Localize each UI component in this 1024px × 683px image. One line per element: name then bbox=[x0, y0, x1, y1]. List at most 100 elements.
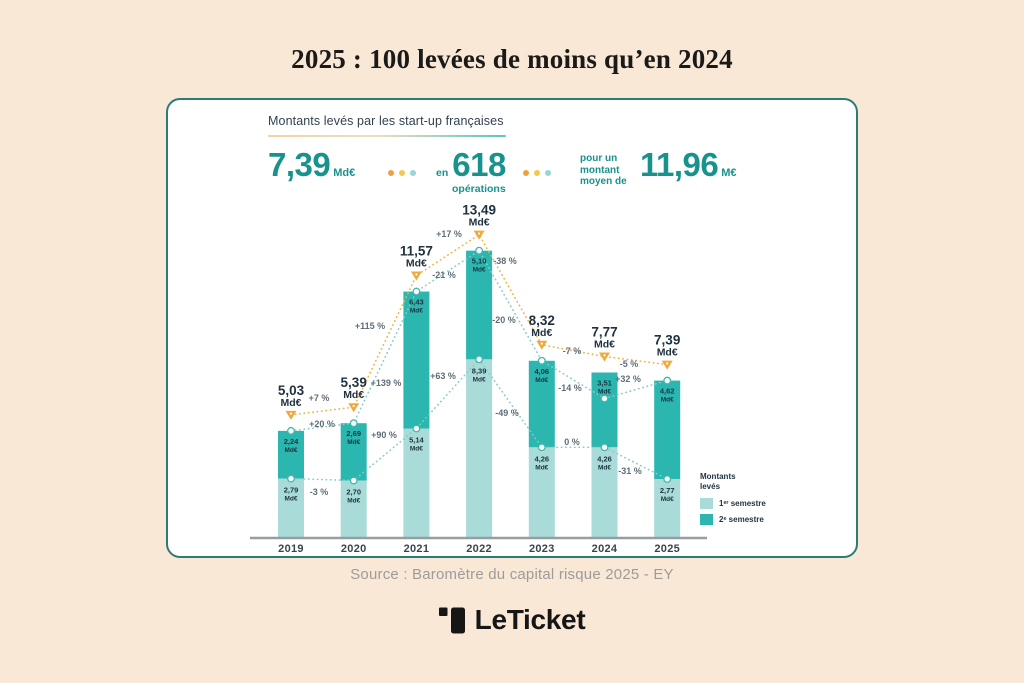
chart-legend: Montants levés 1ᵉʳ semestre 2ᵉ semestre bbox=[700, 472, 830, 530]
stat-average-prefix: pour un montant moyen de bbox=[580, 153, 627, 187]
total-label-2025-unit: Md€ bbox=[657, 347, 678, 359]
bar-2022-sem2 bbox=[466, 250, 493, 360]
stat-total-raised-unit: Md€ bbox=[333, 167, 356, 179]
stat-operations-prefix: en bbox=[436, 167, 449, 179]
bar-2025-sem2 bbox=[654, 380, 681, 479]
separator-dot bbox=[410, 170, 416, 176]
line-marker-sem2-2021 bbox=[412, 287, 421, 296]
separator-dot bbox=[388, 170, 394, 176]
year-label-2021: 2021 bbox=[404, 543, 430, 555]
legend-swatch-2 bbox=[700, 514, 713, 525]
label-sem2-2019-unit: Md€ bbox=[285, 447, 298, 454]
line-marker-sem1-2019 bbox=[287, 474, 295, 483]
year-label-2019: 2019 bbox=[278, 543, 304, 555]
pct-sem1-1: +90 % bbox=[371, 430, 397, 440]
bar-2025-sem1 bbox=[654, 478, 681, 538]
total-label-2021-value: 11,57 bbox=[400, 244, 433, 259]
label-sem2-2022-value: 5,10 bbox=[472, 257, 487, 266]
year-label-2024: 2024 bbox=[592, 543, 618, 555]
bar-2019-sem1 bbox=[278, 478, 304, 538]
leticket-logo: LeTicket bbox=[0, 604, 1024, 636]
separator-dot bbox=[545, 170, 551, 176]
legend-title: Montants levés bbox=[700, 472, 736, 491]
separator-dots-2 bbox=[523, 170, 551, 176]
total-label-2019-value: 5,03 bbox=[278, 383, 305, 398]
total-label-2020-value: 5,39 bbox=[341, 375, 367, 390]
label-sem2-2023-unit: Md€ bbox=[535, 377, 548, 384]
year-label-2023: 2023 bbox=[529, 543, 555, 555]
total-label-2021-unit: Md€ bbox=[406, 258, 427, 270]
pct-total-3: -38 % bbox=[493, 256, 517, 266]
label-sem2-2024-value: 3,51 bbox=[597, 378, 612, 387]
label-sem1-2023-value: 4,26 bbox=[534, 454, 549, 463]
chart-svg: 2,24Md€2,79Md€2,69Md€2,70Md€6,43Md€5,14M… bbox=[250, 203, 707, 555]
pct-sem1-4: 0 % bbox=[564, 437, 580, 447]
line-marker-sem1-2023 bbox=[537, 443, 546, 452]
line-marker-sem1-2024 bbox=[600, 443, 609, 452]
pct-sem2-4: -14 % bbox=[558, 383, 582, 393]
bar-2020-sem2 bbox=[340, 423, 367, 481]
legend-item-1: 1ᵉʳ semestre bbox=[700, 498, 830, 509]
legend-swatch-1 bbox=[700, 498, 713, 509]
separator-dot bbox=[523, 170, 529, 176]
pct-total-4: -7 % bbox=[563, 346, 582, 356]
label-sem1-2022-unit: Md€ bbox=[473, 376, 486, 383]
total-label-2019-unit: Md€ bbox=[281, 397, 302, 409]
total-marker-2021 bbox=[410, 271, 422, 281]
legend-label-1: 1ᵉʳ semestre bbox=[719, 499, 766, 508]
label-sem1-2022-value: 8,39 bbox=[472, 366, 487, 375]
total-label-2023-unit: Md€ bbox=[531, 327, 552, 339]
stat-average-value: 11,96 bbox=[640, 146, 719, 183]
bar-2020-sem1 bbox=[340, 480, 367, 538]
total-label-2022-unit: Md€ bbox=[469, 217, 490, 229]
total-marker-2020 bbox=[348, 403, 360, 413]
pct-sem1-2: +63 % bbox=[430, 371, 456, 381]
total-label-2025-value: 7,39 bbox=[654, 333, 680, 348]
total-marker-2025 bbox=[661, 360, 673, 370]
page-title: 2025 : 100 levées de moins qu’en 2024 bbox=[291, 44, 733, 74]
total-marker-2023 bbox=[536, 340, 548, 350]
total-marker-dot-2021 bbox=[415, 273, 418, 276]
legend-item-2: 2ᵉ semestre bbox=[700, 514, 830, 525]
line-marker-sem1-2020 bbox=[349, 476, 358, 485]
total-marker-2019 bbox=[285, 410, 297, 420]
label-sem1-2024-unit: Md€ bbox=[598, 464, 611, 471]
separator-dot bbox=[534, 170, 540, 176]
pct-sem2-5: +32 % bbox=[615, 374, 641, 384]
stat-total-raised-value: 7,39 bbox=[268, 146, 331, 183]
pct-total-2: +17 % bbox=[436, 229, 462, 239]
label-sem2-2020-value: 2,69 bbox=[346, 429, 361, 438]
bar-2024-sem2 bbox=[591, 372, 618, 448]
separator-dots-1 bbox=[388, 170, 416, 176]
line-marker-sem2-2024 bbox=[600, 394, 609, 403]
label-sem1-2021-unit: Md€ bbox=[410, 446, 423, 453]
pct-sem2-2: -21 % bbox=[432, 270, 456, 280]
pct-total-1: +115 % bbox=[355, 321, 385, 331]
total-label-2022-value: 13,49 bbox=[462, 203, 496, 218]
stat-total-raised: 7,39 Md€ bbox=[268, 148, 355, 182]
label-sem1-2020-value: 2,70 bbox=[346, 487, 361, 496]
separator-dot bbox=[399, 170, 405, 176]
line-marker-sem1-2021 bbox=[412, 424, 421, 433]
pct-sem2-0: +20 % bbox=[309, 419, 335, 429]
label-sem2-2022-unit: Md€ bbox=[473, 267, 486, 274]
pct-sem2-1: +139 % bbox=[371, 378, 402, 388]
total-marker-dot-2020 bbox=[352, 404, 355, 408]
bar-2024-sem1 bbox=[591, 447, 618, 538]
stat-operations-value: 618 bbox=[452, 146, 506, 183]
year-label-2020: 2020 bbox=[341, 543, 367, 555]
label-sem2-2020-unit: Md€ bbox=[347, 439, 360, 446]
chart-header: Montants levés par les start-up français… bbox=[268, 114, 504, 128]
label-sem2-2019-value: 2,24 bbox=[284, 437, 299, 446]
source-caption: Source : Baromètre du capital risque 202… bbox=[350, 566, 674, 583]
stat-average-unit: M€ bbox=[721, 167, 737, 179]
label-sem2-2021-unit: Md€ bbox=[410, 308, 423, 315]
total-marker-dot-2019 bbox=[289, 412, 293, 415]
label-sem2-2021-value: 6,43 bbox=[409, 298, 424, 307]
label-sem2-2025-unit: Md€ bbox=[661, 397, 674, 404]
line-marker-sem2-2023 bbox=[537, 356, 546, 365]
label-sem1-2020-unit: Md€ bbox=[347, 497, 360, 504]
bar-2021-sem2 bbox=[403, 291, 430, 429]
label-sem1-2021-value: 5,14 bbox=[409, 436, 424, 445]
